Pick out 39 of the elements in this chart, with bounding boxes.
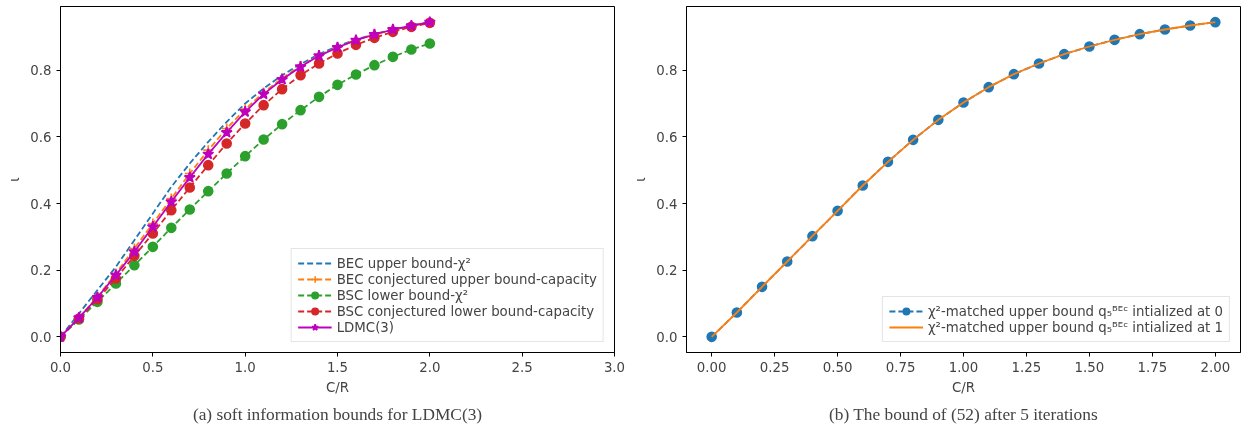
- y-tick-label: 0.6: [656, 129, 678, 145]
- text: (b) The bound of (52) after 5 iterations: [829, 404, 1098, 424]
- x-tick-label: 2.00: [1200, 359, 1231, 375]
- legend-label: BSC conjectured lower bound-capacity: [336, 303, 595, 319]
- x-tick-label: 1.75: [1137, 359, 1168, 375]
- y-tick-label: 0.2: [656, 263, 678, 279]
- x-axis-title: C/R: [951, 379, 976, 395]
- y-tick-label: 0.4: [30, 196, 52, 212]
- legend-label: χ²-matched upper bound q₅ᴮᴱᶜ intialized at 0: [927, 303, 1223, 319]
- x-axis-title: C/R: [325, 379, 350, 395]
- y-tick-label: 0.0: [30, 329, 52, 345]
- x-tick-label: 0.5: [142, 359, 164, 375]
- y-tick-label: 0.6: [30, 129, 52, 145]
- legend-label: BEC upper bound-χ²: [336, 255, 471, 271]
- x-tick-label: 0.25: [759, 359, 790, 375]
- y-tick-label: 0.8: [656, 63, 678, 79]
- y-tick-label: 0.2: [30, 263, 52, 279]
- x-tick-label: 1.5: [326, 359, 349, 375]
- x-tick-label: 1.25: [1011, 359, 1042, 375]
- y-axis-title: ι: [7, 176, 23, 182]
- x-tick-label: 2.0: [419, 359, 441, 375]
- x-tick-label: 0.0: [49, 359, 72, 375]
- text: (a) soft information bounds for LDMC(3): [192, 404, 483, 424]
- x-tick-label: 1.50: [1074, 359, 1105, 375]
- legend-label: BEC conjectured upper bound-capacity: [336, 271, 597, 287]
- legend-label: BSC lower bound-χ²: [336, 287, 469, 303]
- x-tick-label: 0.50: [822, 359, 853, 375]
- legend-label: χ²-matched upper bound q₅ᴮᴱᶜ intialized at 1: [927, 319, 1223, 335]
- x-tick-label: 3.0: [603, 359, 626, 375]
- y-tick-label: 0.4: [656, 196, 678, 212]
- y-axis-title: ι: [633, 176, 649, 182]
- x-tick-label: 1.00: [948, 359, 979, 375]
- y-tick-label: 0.8: [30, 63, 52, 79]
- x-tick-label: 2.5: [511, 359, 533, 375]
- legend-label: LDMC(3): [336, 319, 395, 335]
- x-tick-label: 0.75: [885, 359, 916, 375]
- y-tick-label: 0.0: [656, 329, 678, 345]
- x-tick-label: 0.00: [696, 359, 727, 375]
- x-tick-label: 1.0: [234, 359, 256, 375]
